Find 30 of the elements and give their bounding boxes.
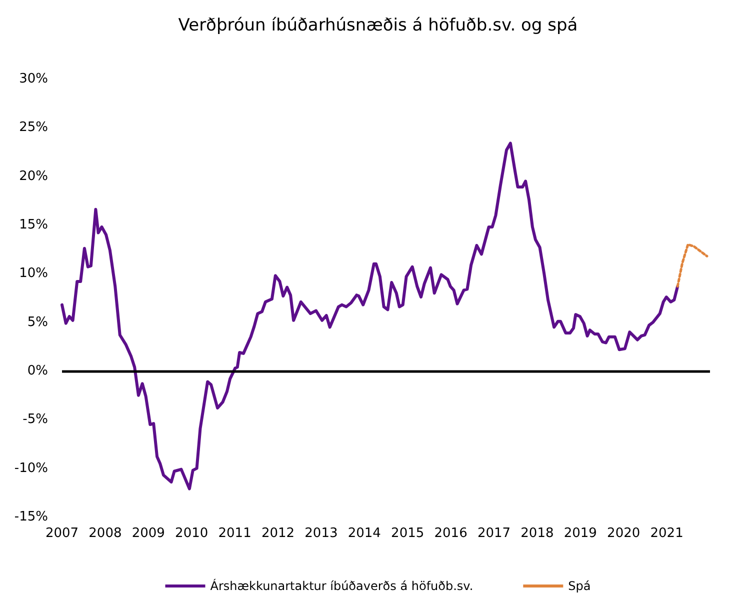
legend-label: Árshækkunartaktur íbúðaverðs á höfuðb.sv.: [210, 578, 474, 593]
y-tick-label: 5%: [27, 314, 48, 330]
y-tick-label: 10%: [19, 266, 48, 282]
x-tick-label: 2017: [477, 526, 511, 541]
y-tick-label: -15%: [14, 510, 48, 524]
x-tick-label: 2010: [175, 526, 208, 541]
y-tick-label: 30%: [19, 72, 48, 86]
x-tick-label: 2016: [434, 526, 468, 541]
y-tick-label: 0%: [27, 364, 48, 378]
x-tick-label: 2009: [132, 526, 165, 541]
x-tick-label: 2007: [45, 526, 79, 541]
chart-title: Verðþróun íbúðarhúsnæðis á höfuðb.sv. og spá: [178, 16, 578, 36]
x-tick-label: 2012: [261, 526, 295, 541]
y-tick-label: 25%: [19, 120, 48, 136]
line-series: [676, 243, 708, 288]
y-tick-label: -5%: [22, 412, 48, 428]
line-series: [60, 142, 680, 490]
x-tick-label: 2020: [607, 526, 640, 541]
x-tick-label: 2019: [564, 526, 597, 541]
x-tick-label: 2011: [218, 526, 252, 541]
x-tick-label: 2014: [348, 526, 381, 541]
x-tick-label: 2008: [88, 526, 122, 541]
legend-label: Spá: [568, 579, 591, 593]
y-tick-label: 20%: [19, 168, 48, 184]
y-tick-label: 15%: [19, 218, 48, 232]
x-tick-label: 2013: [304, 526, 338, 541]
x-tick-label: 2021: [650, 526, 684, 541]
x-tick-label: 2015: [391, 526, 424, 541]
x-tick-label: 2018: [520, 526, 554, 541]
y-tick-label: -10%: [14, 460, 48, 476]
